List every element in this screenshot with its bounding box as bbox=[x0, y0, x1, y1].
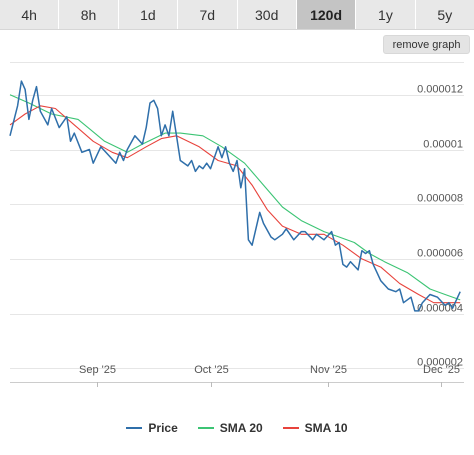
x-tick-label: Oct '25 bbox=[194, 364, 229, 376]
tab-120d[interactable]: 120d bbox=[296, 0, 357, 29]
legend-label-sma20: SMA 20 bbox=[219, 421, 263, 435]
x-tick-label: Nov '25 bbox=[310, 364, 347, 376]
y-axis-ticks: 0.000012 0.00001 0.000008 0.000006 0.000004 0… bbox=[417, 84, 463, 369]
legend-item-sma20[interactable]: SMA 20 bbox=[197, 421, 263, 435]
y-tick-label: 0.000002 bbox=[417, 357, 463, 369]
legend-swatch-price bbox=[126, 427, 143, 429]
tab-30d[interactable]: 30d bbox=[238, 0, 297, 29]
x-tick-label: Dec '25 bbox=[423, 364, 460, 376]
legend-item-price[interactable]: Price bbox=[126, 421, 178, 435]
tab-5y[interactable]: 5y bbox=[437, 6, 453, 23]
y-tick-label: 0.000004 bbox=[417, 303, 463, 315]
legend-label-sma10: SMA 10 bbox=[304, 421, 348, 435]
tab-1y[interactable]: 1y bbox=[356, 0, 416, 29]
grid-lines bbox=[10, 62, 464, 383]
tab-7d[interactable]: 7d bbox=[178, 0, 238, 29]
legend-swatch-sma10 bbox=[282, 427, 299, 429]
chart-legend: Price SMA 20 SMA 10 bbox=[0, 418, 474, 438]
y-tick-label: 0.000006 bbox=[417, 248, 463, 260]
series-lines bbox=[9, 80, 461, 312]
series-line-sma20 bbox=[9, 94, 461, 301]
legend-swatch-sma20 bbox=[197, 427, 214, 429]
legend-label-price: Price bbox=[148, 421, 178, 435]
y-tick-label: 0.000012 bbox=[417, 84, 463, 96]
tab-8h[interactable]: 8h bbox=[59, 0, 119, 29]
y-tick-label: 0.00001 bbox=[423, 139, 463, 151]
x-axis-ticks: Sep '25 Oct '25 Nov '25 Dec '25 bbox=[79, 364, 460, 387]
tab-4h[interactable]: 4h bbox=[0, 0, 60, 29]
remove-graph-button[interactable]: remove graph bbox=[383, 35, 470, 54]
y-tick-label: 0.000008 bbox=[417, 193, 463, 205]
timeframe-tabs: 4h 8h 1d 7d 30d 120d 1y 5y bbox=[0, 0, 474, 30]
series-line-price bbox=[9, 80, 461, 312]
legend-item-sma10[interactable]: SMA 10 bbox=[282, 421, 348, 435]
tab-1d[interactable]: 1d bbox=[119, 0, 179, 29]
x-tick-label: Sep '25 bbox=[79, 364, 116, 376]
